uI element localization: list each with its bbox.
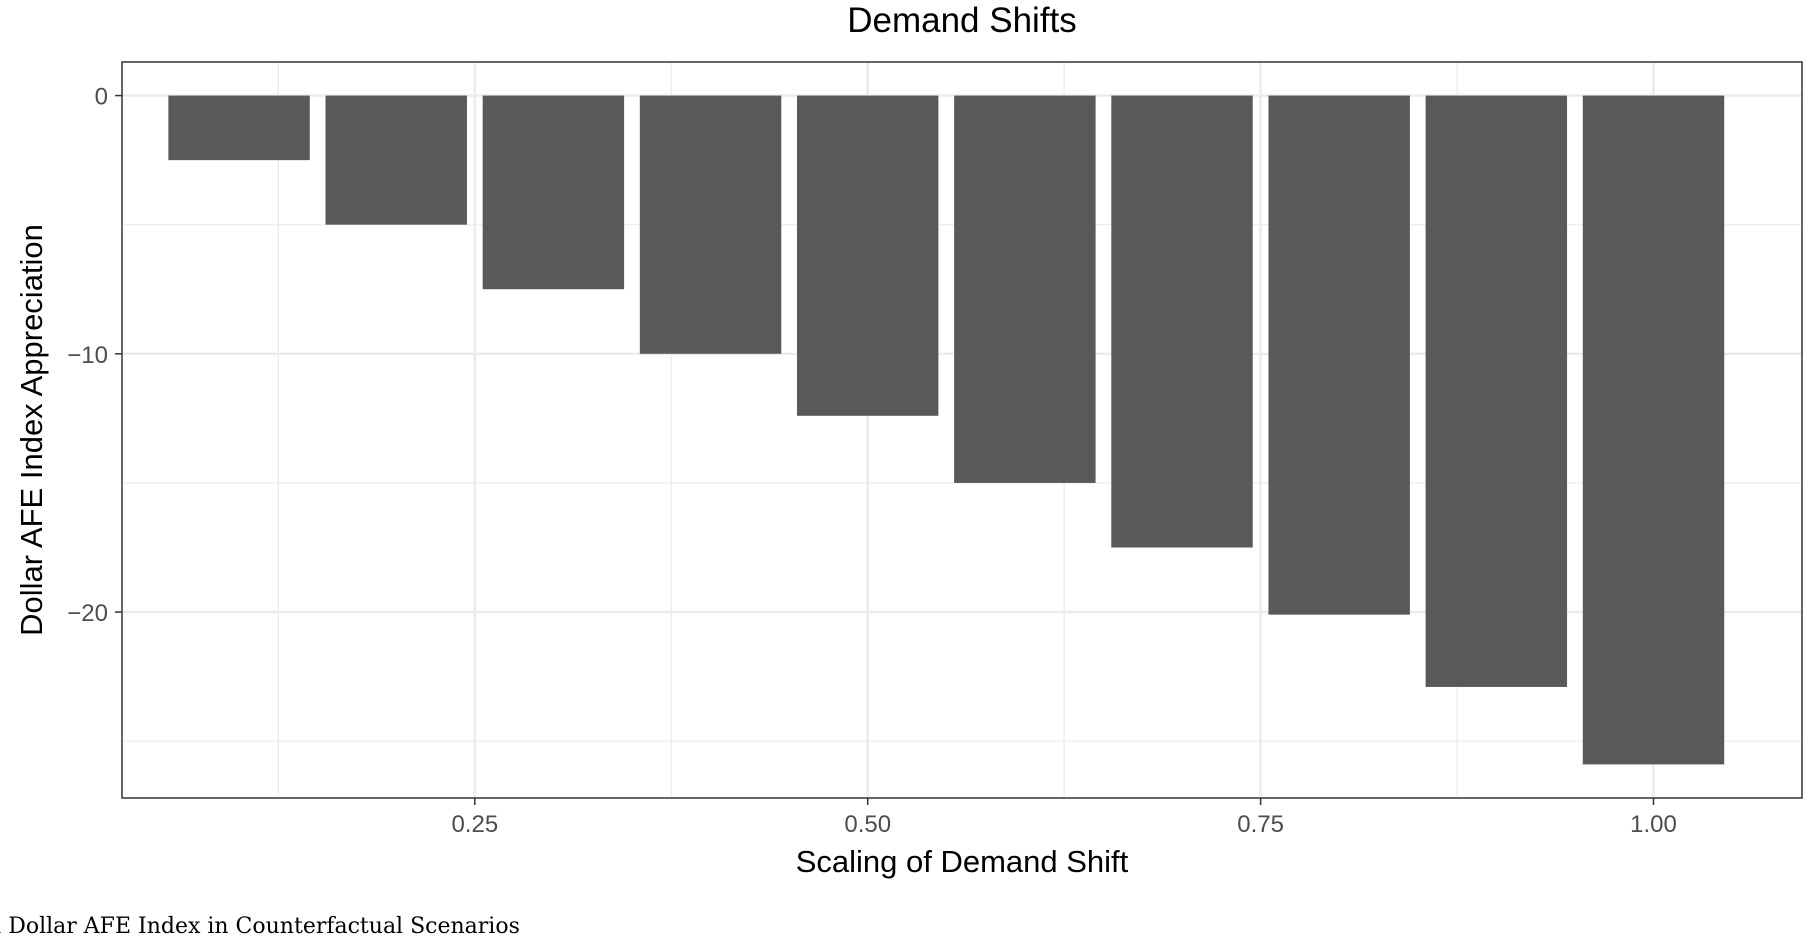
x-axis-label: Scaling of Demand Shift xyxy=(796,844,1129,879)
bar xyxy=(1268,95,1410,615)
x-tick-label: 1.00 xyxy=(1630,811,1677,838)
bars xyxy=(168,95,1725,765)
bar xyxy=(954,95,1096,483)
x-axis: 0.25 0.50 0.75 1.00 xyxy=(451,798,1677,838)
y-axis-label: Dollar AFE Index Appreciation xyxy=(14,224,49,636)
bar xyxy=(796,95,939,416)
bar xyxy=(168,95,310,161)
y-axis: 0 −10 −20 xyxy=(67,84,122,627)
x-tick-label: 0.75 xyxy=(1237,811,1284,838)
bar xyxy=(1111,95,1253,548)
x-tick-label: 0.25 xyxy=(451,811,498,838)
bar xyxy=(1582,95,1725,765)
bar xyxy=(325,95,467,225)
y-tick-label: −10 xyxy=(67,342,108,369)
bar xyxy=(639,95,782,354)
x-tick-label: 0.50 xyxy=(844,811,891,838)
panel-border xyxy=(121,61,1803,799)
chart-title: Demand Shifts xyxy=(847,1,1077,40)
y-tick-label: −20 xyxy=(67,600,108,627)
bar xyxy=(1425,95,1568,687)
bar xyxy=(482,95,625,290)
figure-caption: e in Dollar AFE Index in Counterfactual … xyxy=(0,914,520,939)
y-tick-label: 0 xyxy=(95,84,108,111)
